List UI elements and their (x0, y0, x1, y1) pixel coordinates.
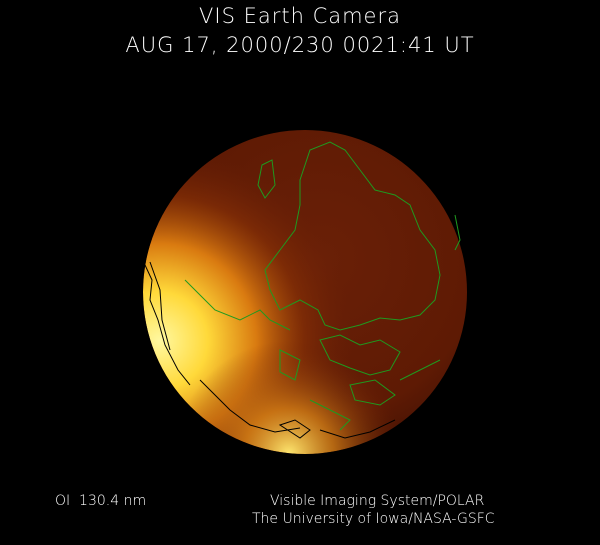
coastlines-day (184, 141, 461, 431)
image-timestamp: AUG 17, 2000/230 0021:41 UT (125, 33, 475, 57)
filter-wavelength-label: OI 130.4 nm (55, 493, 147, 509)
coastlines-night (144, 261, 396, 439)
aurora-glow-south (143, 130, 467, 454)
institution-label: The University of Iowa/NASA-GSFC (252, 511, 495, 527)
instrument-label: Visible Imaging System/POLAR (270, 493, 485, 509)
image-title: VIS Earth Camera (199, 4, 401, 28)
